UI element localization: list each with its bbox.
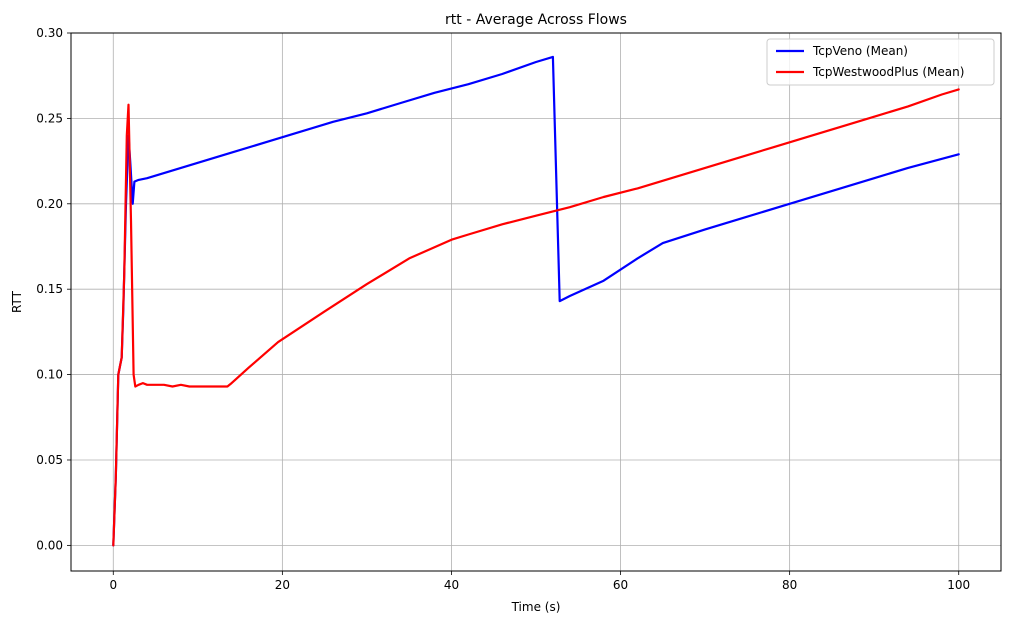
x-axis-label: Time (s) (511, 600, 561, 614)
series-line-tcpwestwoodplus (112, 88, 960, 547)
y-tick-label: 0.25 (36, 111, 63, 125)
x-tick-label: 40 (444, 578, 459, 592)
x-tick-label: 60 (613, 578, 628, 592)
y-axis-label: RTT (10, 290, 24, 313)
y-tick-label: 0.20 (36, 197, 63, 211)
ticks: 0 20 40 60 80 100 0.00 0.05 0.10 0.15 0.20 0.25 0.30 (36, 26, 970, 592)
y-tick-label: 0.15 (36, 282, 63, 296)
x-tick-label: 0 (109, 578, 117, 592)
x-tick-label: 20 (275, 578, 290, 592)
legend-box (766, 38, 995, 86)
y-tick-label: 0.05 (36, 453, 63, 467)
chart-title: rtt - Average Across Flows (445, 12, 627, 28)
y-tick-label: 0.30 (36, 26, 63, 40)
series-layer (112, 55, 960, 547)
x-tick-label: 100 (947, 578, 970, 592)
legend-label-westwoodplus: TcpWestwoodPlus (Mean) (812, 65, 964, 79)
legend-label-veno: TcpVeno (Mean) (812, 44, 908, 58)
y-tick-label: 0.00 (36, 538, 63, 552)
legend: TcpVeno (Mean) TcpWestwoodPlus (Mean) (766, 38, 995, 86)
x-tick-label: 80 (782, 578, 797, 592)
plot-area (71, 33, 1001, 571)
y-tick-label: 0.10 (36, 368, 63, 382)
plot-frame (70, 32, 1002, 572)
